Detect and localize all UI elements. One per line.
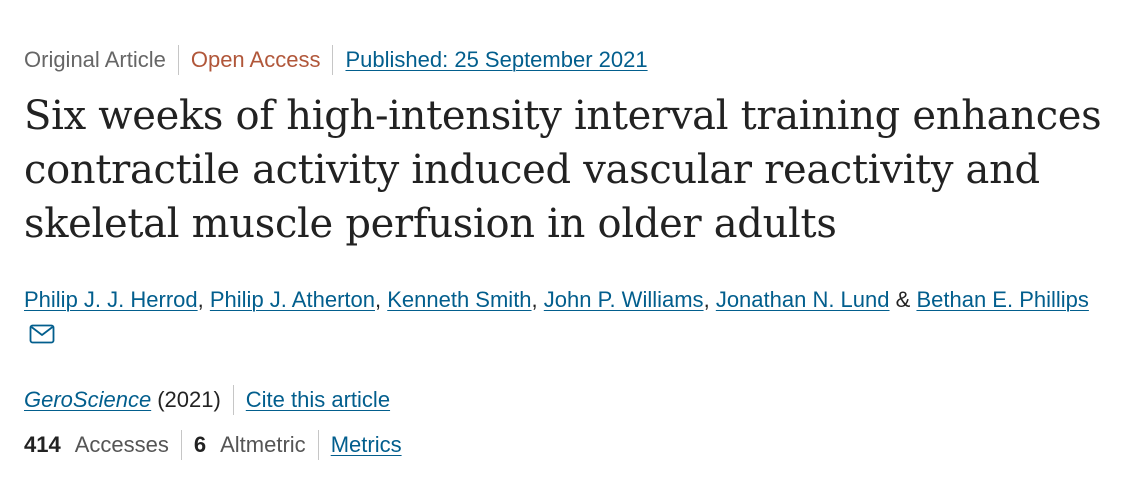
author-link[interactable]: John P. Williams [543,287,704,312]
accesses-count: 414 [24,432,61,457]
author-link[interactable]: Kenneth Smith [387,287,532,312]
author-link[interactable]: Jonathan N. Lund [715,287,890,312]
author-link[interactable]: Philip J. Atherton [209,287,375,312]
article-meta: Original Article Open Access Published: … [24,44,1114,76]
cite-article-link[interactable]: Cite this article [245,387,391,412]
author-conjunction: & [895,287,911,312]
author-separator: , [531,287,538,312]
author-link-corresponding[interactable]: Bethan E. Phillips [916,287,1089,312]
accesses-label: Accesses [74,432,169,457]
author-link[interactable]: Philip J. J. Herrod [24,287,198,312]
altmetric-count: 6 [193,432,207,457]
envelope-icon[interactable] [29,319,55,355]
published-date-link[interactable]: Published: 25 September 2021 [345,47,648,72]
article-title: Six weeks of high-intensity interval tra… [24,93,1102,247]
metrics-divider [180,430,182,460]
author-separator: , [374,287,382,312]
article-type: Original Article [24,47,166,72]
author-separator: , [703,287,710,312]
journal-info: GeroScience (2021) Cite this article [24,384,1114,416]
article-metrics: 414 Accesses 6 Altmetric Metrics [24,429,1114,461]
article-header: Original Article Open Access Published: … [24,44,1114,461]
publication-year: (2021) [157,387,221,412]
altmetric-label: Altmetric [220,432,306,457]
metrics-divider [317,430,319,460]
metrics-link[interactable]: Metrics [330,432,402,457]
meta-divider [177,45,179,75]
author-separator: , [197,287,204,312]
journal-link[interactable]: GeroScience [24,387,152,412]
journal-divider [232,385,234,415]
open-access-badge: Open Access [190,47,321,72]
meta-divider [332,45,334,75]
author-list: Philip J. J. Herrod, Philip J. Atherton,… [24,282,1104,355]
